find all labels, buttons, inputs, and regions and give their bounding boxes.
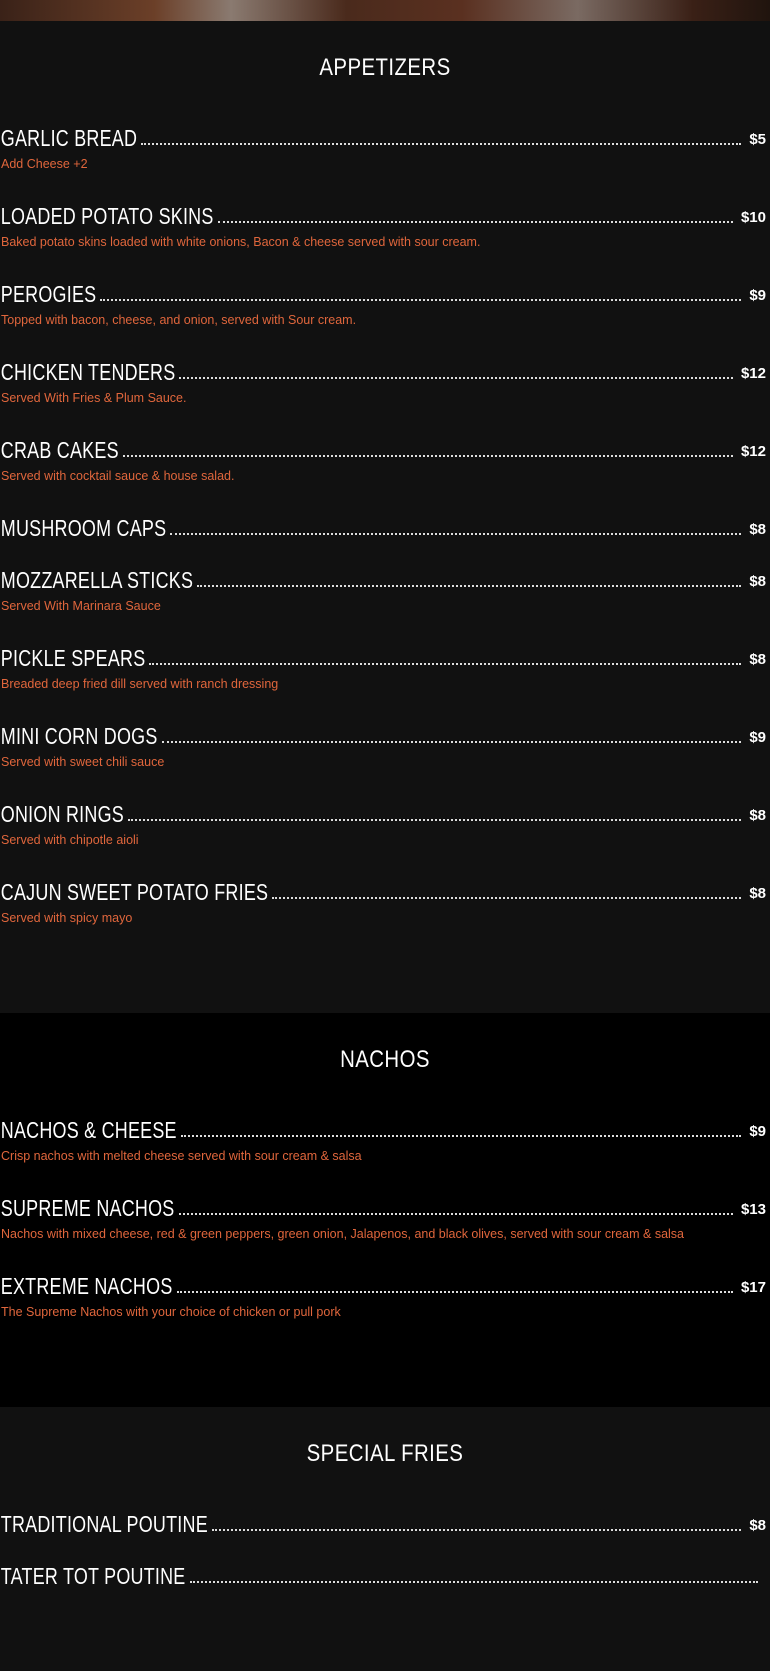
item-description: Crisp nachos with melted cheese served w…	[1, 1149, 362, 1163]
item-description: Breaded deep fried dill served with ranc…	[1, 677, 279, 691]
dotted-leader	[176, 1291, 733, 1293]
item-name: TRADITIONAL POUTINE	[0, 1511, 208, 1537]
item-name: PEROGIES	[0, 281, 97, 307]
item-description: Add Cheese +2	[1, 157, 88, 171]
item-price: $17	[740, 1279, 766, 1296]
item-name: EXTREME NACHOS	[0, 1273, 173, 1299]
menu-item: MUSHROOM CAPS $8	[0, 513, 770, 565]
item-name: PICKLE SPEARS	[0, 645, 146, 671]
menu-item: PICKLE SPEARS $8 Breaded deep fried dill s…	[0, 643, 770, 721]
dotted-leader	[179, 377, 733, 379]
item-description: Served with spicy mayo	[1, 911, 133, 925]
dotted-leader	[127, 819, 742, 821]
dotted-leader	[272, 897, 742, 899]
item-price: $8	[749, 1517, 766, 1534]
hero-image	[0, 0, 770, 21]
item-name: TATER TOT POUTINE	[0, 1563, 186, 1589]
menu-item: TATER TOT POUTINE	[0, 1561, 770, 1613]
item-price: $9	[749, 729, 766, 746]
menu-item: GARLIC BREAD $5 Add Cheese +2	[0, 123, 770, 201]
item-name: MINI CORN DOGS	[0, 723, 158, 749]
item-price: $12	[740, 443, 766, 460]
dotted-leader	[189, 1581, 758, 1583]
dotted-leader	[180, 1135, 742, 1137]
dotted-leader	[100, 299, 742, 301]
item-price: $8	[749, 807, 766, 824]
item-name: MOZZARELLA STICKS	[0, 567, 194, 593]
dotted-leader	[122, 455, 733, 457]
item-description: Served With Marinara Sauce	[1, 599, 161, 613]
menu-section: SPECIAL FRIES TRADITIONAL POUTINE $8 TATER …	[0, 1407, 770, 1671]
item-price: $9	[749, 287, 766, 304]
section-heading: SPECIAL FRIES	[306, 1440, 464, 1467]
dotted-leader	[197, 585, 742, 587]
dotted-leader	[141, 143, 742, 145]
dotted-leader	[211, 1529, 742, 1531]
menu-section: APPETIZERS GARLIC BREAD $5 Add Cheese +2 LOA…	[0, 21, 770, 1013]
menu-item: CRAB CAKES $12 Served with cocktail sauce …	[0, 435, 770, 513]
item-name: NACHOS & CHEESE	[0, 1117, 177, 1143]
menu-item: EXTREME NACHOS $17 The Supreme Nachos with…	[0, 1271, 770, 1349]
item-description: Baked potato skins loaded with white oni…	[1, 235, 481, 249]
item-description: Served with chipotle aioli	[1, 833, 139, 847]
menu-item: LOADED POTATO SKINS $10 Baked potato skins…	[0, 201, 770, 279]
item-price: $12	[740, 365, 766, 382]
dotted-leader	[161, 741, 742, 743]
item-description: Nachos with mixed cheese, red & green pe…	[1, 1227, 685, 1241]
dotted-leader	[178, 1213, 733, 1215]
dotted-leader	[217, 221, 733, 223]
menu-item: CAJUN SWEET POTATO FRIES $8 Served with sp…	[0, 877, 770, 955]
menu-item: CHICKEN TENDERS $12 Served With Fries & Pl…	[0, 357, 770, 435]
item-name: CRAB CAKES	[0, 437, 119, 463]
menu-item: MOZZARELLA STICKS $8 Served With Marinara …	[0, 565, 770, 643]
item-name: ONION RINGS	[0, 801, 124, 827]
item-name: CHICKEN TENDERS	[0, 359, 176, 385]
menu-item: ONION RINGS $8 Served with chipotle aioli	[0, 799, 770, 877]
section-heading: APPETIZERS	[319, 54, 451, 81]
item-price: $8	[749, 885, 766, 902]
dotted-leader	[149, 663, 742, 665]
item-name: CAJUN SWEET POTATO FRIES	[0, 879, 269, 905]
item-price: $13	[740, 1201, 766, 1218]
item-name: MUSHROOM CAPS	[0, 515, 167, 541]
item-name: LOADED POTATO SKINS	[0, 203, 214, 229]
item-name: GARLIC BREAD	[0, 125, 138, 151]
menu: APPETIZERS GARLIC BREAD $5 Add Cheese +2 LOA…	[0, 21, 770, 1671]
menu-item: MINI CORN DOGS $9 Served with sweet chili …	[0, 721, 770, 799]
menu-item: TRADITIONAL POUTINE $8	[0, 1509, 770, 1561]
item-description: The Supreme Nachos with your choice of c…	[1, 1305, 341, 1319]
section-heading: NACHOS	[340, 1046, 430, 1073]
item-description: Served with cocktail sauce & house salad…	[1, 469, 235, 483]
item-price: $10	[740, 209, 766, 226]
item-description: Served with sweet chili sauce	[1, 755, 165, 769]
menu-item: PEROGIES $9 Topped with bacon, cheese, and…	[0, 279, 770, 357]
item-price: $8	[749, 521, 766, 538]
item-name: SUPREME NACHOS	[0, 1195, 175, 1221]
item-price: $8	[749, 573, 766, 590]
item-price: $5	[749, 131, 766, 148]
dotted-leader	[170, 533, 742, 535]
item-price: $9	[749, 1123, 766, 1140]
menu-item: NACHOS & CHEESE $9 Crisp nachos with melte…	[0, 1115, 770, 1193]
item-price: $8	[749, 651, 766, 668]
menu-item: SUPREME NACHOS $13 Nachos with mixed chees…	[0, 1193, 770, 1271]
item-description: Topped with bacon, cheese, and onion, se…	[1, 313, 357, 327]
item-description: Served With Fries & Plum Sauce.	[1, 391, 187, 405]
menu-section: NACHOS NACHOS & CHEESE $9 Crisp nachos with…	[0, 1013, 770, 1407]
